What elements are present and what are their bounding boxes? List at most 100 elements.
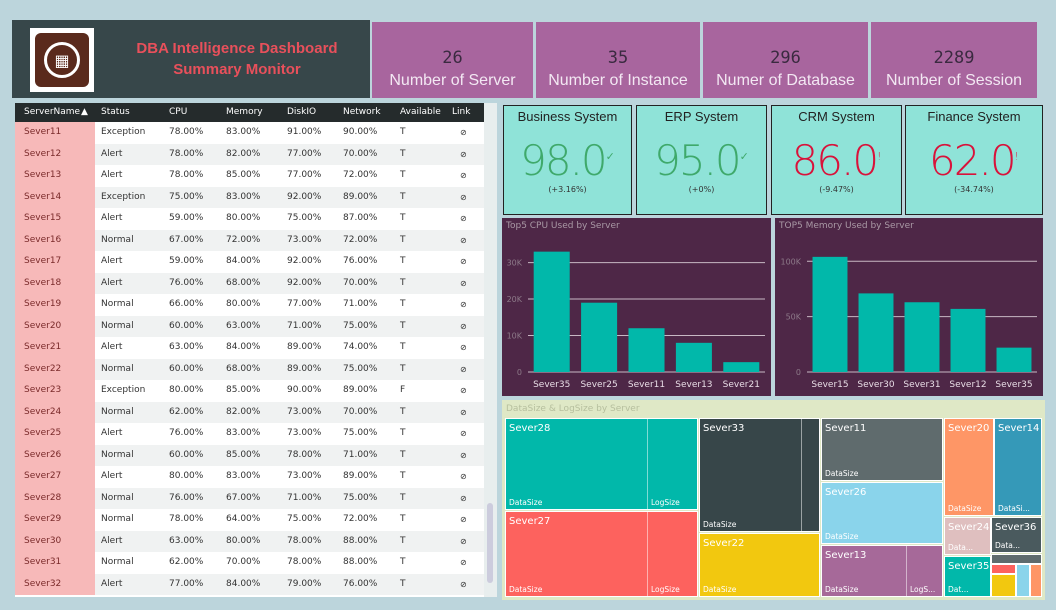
column-header-memory[interactable]: Memory <box>226 107 263 117</box>
link-icon[interactable]: ⊘ <box>460 128 467 137</box>
bar-sever15[interactable] <box>812 256 848 372</box>
x-tick-label: Sever25 <box>580 380 617 390</box>
table-scrollbar[interactable] <box>484 103 497 597</box>
cell-diskio: 75.00% <box>287 514 322 524</box>
column-header-servername[interactable]: ServerName <box>24 107 81 117</box>
link-icon[interactable]: ⊘ <box>460 515 467 524</box>
treemap-tile-small[interactable] <box>991 574 1016 597</box>
table-row[interactable]: Sever22 Normal 60.00% 68.00% 89.00% 75.00% T ⊘ <box>15 358 484 380</box>
treemap-tile-sever28[interactable]: Sever28 DataSize LogSize <box>505 418 698 510</box>
table-row[interactable]: Sever30 Alert 63.00% 80.00% 78.00% 88.00% T ⊘ <box>15 530 484 552</box>
bar-sever21[interactable] <box>723 362 760 372</box>
cell-network: 72.00% <box>343 170 378 180</box>
table-row[interactable]: Sever19 Normal 66.00% 80.00% 77.00% 71.00% T ⊘ <box>15 294 484 316</box>
table-row[interactable]: Sever11 Exception 78.00% 83.00% 91.00% 90.00%… <box>15 122 484 144</box>
cell-network: 76.00% <box>343 256 378 266</box>
column-header-diskio[interactable]: DiskIO <box>287 107 317 117</box>
link-icon[interactable]: ⊘ <box>460 407 467 417</box>
cell-network: 88.00% <box>343 557 378 567</box>
table-row[interactable]: Sever26 Normal 60.00% 85.00% 78.00% 71.00% T ⊘ <box>15 444 484 466</box>
treemap-tile-sever14[interactable]: Sever14 DataSi... <box>994 418 1042 516</box>
table-row[interactable]: Sever25 Alert 76.00% 83.00% 73.00% 75.00% T ⊘ <box>15 423 484 445</box>
link-icon[interactable]: ⊘ <box>460 429 467 438</box>
table-row[interactable]: Sever23 Exception 80.00% 85.00% 90.00% 89.00%… <box>15 380 484 402</box>
table-row[interactable]: Sever14 Exception 75.00% 83.00% 92.00% 89.00%… <box>15 186 484 208</box>
table-row[interactable]: Sever24 Normal 62.00% 82.00% 73.00% 70.00% T ⊘ <box>15 401 484 423</box>
x-tick-label: Sever15 <box>811 380 848 390</box>
link-icon[interactable]: ⊘ <box>460 386 467 395</box>
treemap-tile-small[interactable] <box>991 564 1016 574</box>
table-row[interactable]: Sever32 Alert 77.00% 84.00% 79.00% 76.00% T ⊘ <box>15 573 484 595</box>
check-icon: ✓ <box>739 150 749 163</box>
bar-sever13[interactable] <box>675 342 712 372</box>
link-icon[interactable]: ⊘ <box>460 536 467 546</box>
table-row[interactable]: Sever15 Alert 59.00% 80.00% 75.00% 87.00% T ⊘ <box>15 208 484 230</box>
link-icon[interactable]: ⊘ <box>460 579 467 589</box>
link-icon[interactable]: ⊘ <box>460 450 467 460</box>
table-row[interactable]: Sever21 Alert 63.00% 84.00% 89.00% 74.00% T ⊘ <box>15 337 484 359</box>
treemap-tile-sever11[interactable]: Sever11 DataSize <box>821 418 943 481</box>
treemap-tile-small[interactable] <box>1030 564 1042 597</box>
card-title: CRM System <box>798 109 875 124</box>
cell-memory: 70.00% <box>226 557 261 567</box>
link-icon[interactable]: ⊘ <box>460 472 467 481</box>
table-row[interactable]: Sever18 Alert 76.00% 68.00% 92.00% 70.00% T ⊘ <box>15 272 484 294</box>
bar-sever35[interactable] <box>533 251 570 372</box>
link-icon[interactable]: ⊘ <box>460 493 467 503</box>
link-icon[interactable]: ⊘ <box>460 278 467 288</box>
tile-label: Sever33 <box>703 423 745 434</box>
table-row[interactable]: Sever28 Normal 76.00% 67.00% 71.00% 75.00% T ⊘ <box>15 487 484 509</box>
treemap-tile-sever27[interactable]: Sever27 DataSize LogSize <box>505 511 698 597</box>
link-icon[interactable]: ⊘ <box>460 257 467 266</box>
link-icon[interactable]: ⊘ <box>460 149 467 159</box>
table-row[interactable]: Sever16 Normal 67.00% 72.00% 73.00% 72.00% T ⊘ <box>15 229 484 251</box>
cell-diskio: 73.00% <box>287 406 322 417</box>
column-header-available[interactable]: Available <box>400 107 441 117</box>
treemap-title: DataSize & LogSize by Server <box>506 404 640 414</box>
treemap-tile-sever13[interactable]: Sever13 DataSize LogS... <box>821 545 943 597</box>
bar-sever30[interactable] <box>858 293 894 372</box>
bar-sever11[interactable] <box>628 328 665 372</box>
treemap-tile-sever35[interactable]: Sever35 Dat... <box>944 556 991 597</box>
table-row[interactable]: Sever29 Normal 78.00% 64.00% 75.00% 72.00% T ⊘ <box>15 509 484 531</box>
sort-ascending-icon[interactable]: ▲ <box>81 107 88 117</box>
treemap-tile-small[interactable] <box>1016 564 1030 597</box>
table-row[interactable]: Sever20 Normal 60.00% 63.00% 71.00% 75.00% T ⊘ <box>15 315 484 337</box>
treemap-tile-small[interactable] <box>991 554 1042 564</box>
link-icon[interactable]: ⊘ <box>460 235 467 245</box>
column-header-network[interactable]: Network <box>343 107 381 117</box>
scrollbar-thumb[interactable] <box>487 503 493 583</box>
table-row[interactable]: Sever13 Alert 78.00% 85.00% 77.00% 72.00% T ⊘ <box>15 165 484 187</box>
chart-title: Top5 CPU Used by Server <box>506 221 620 231</box>
link-icon[interactable]: ⊘ <box>460 558 467 567</box>
table-row[interactable]: Sever12 Alert 78.00% 82.00% 77.00% 70.00% T ⊘ <box>15 143 484 165</box>
treemap-tile-sever20[interactable]: Sever20 DataSize <box>944 418 994 516</box>
link-icon[interactable]: ⊘ <box>460 171 467 180</box>
link-icon[interactable]: ⊘ <box>460 300 467 309</box>
bar-sever12[interactable] <box>950 308 986 372</box>
column-header-status[interactable]: Status <box>101 107 130 117</box>
table-row[interactable]: Sever17 Alert 59.00% 84.00% 92.00% 76.00% T ⊘ <box>15 251 484 273</box>
treemap-tile-sever24[interactable]: Sever24 Data... <box>944 517 991 555</box>
treemap-tile-sever36[interactable]: Sever36 Data... <box>991 517 1042 553</box>
link-icon[interactable]: ⊘ <box>460 343 467 352</box>
treemap-tile-sever22[interactable]: Sever22 DataSize <box>699 533 820 597</box>
table-row[interactable]: Sever31 Normal 62.00% 70.00% 78.00% 88.00% T ⊘ <box>15 552 484 574</box>
x-tick-label: Sever21 <box>723 380 760 390</box>
bar-sever25[interactable] <box>581 302 618 372</box>
link-icon[interactable]: ⊘ <box>460 321 467 331</box>
cell-cpu: 77.00% <box>169 578 204 589</box>
cell-available: T <box>400 514 406 524</box>
table-row[interactable]: Sever27 Alert 80.00% 83.00% 73.00% 89.00% T ⊘ <box>15 466 484 488</box>
column-header-cpu[interactable]: CPU <box>169 107 188 117</box>
treemap-tile-sever26[interactable]: Sever26 DataSize <box>821 482 943 544</box>
link-icon[interactable]: ⊘ <box>460 192 467 202</box>
link-icon[interactable]: ⊘ <box>460 214 467 223</box>
link-icon[interactable]: ⊘ <box>460 364 467 374</box>
cell-diskio: 78.00% <box>287 535 322 546</box>
column-header-link[interactable]: Link <box>452 107 471 117</box>
card-value: 62.0 <box>929 136 1017 185</box>
bar-sever31[interactable] <box>904 302 940 372</box>
treemap-tile-sever33[interactable]: Sever33 DataSize <box>699 418 820 532</box>
bar-sever35[interactable] <box>996 347 1032 372</box>
